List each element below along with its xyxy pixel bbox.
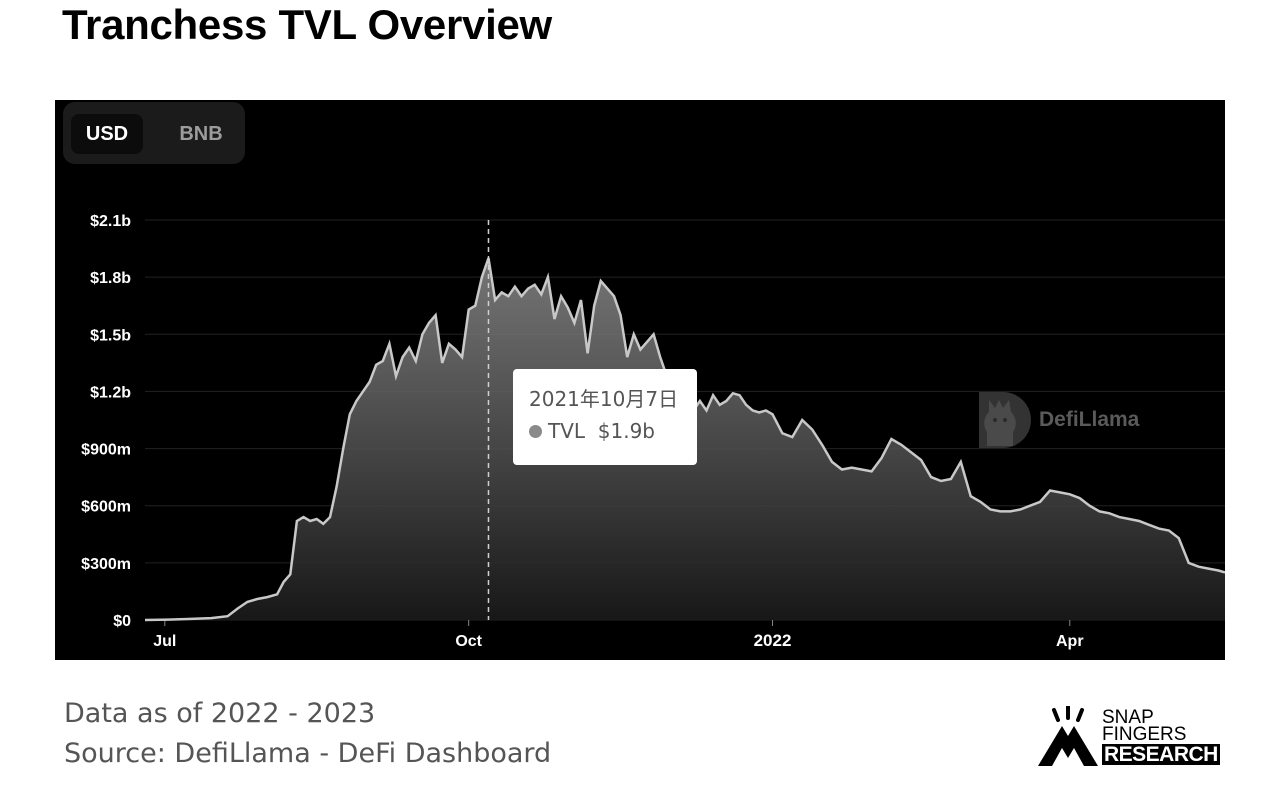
tvl-series-line [144,257,1225,622]
chart-tooltip: 2021年10月7日 TVL $1.9b [513,369,697,465]
x-tick-label: Apr [1056,633,1084,650]
snap-fingers-research-logo: SNAP FINGERS RESEARCH [1036,705,1226,770]
bnb-toggle-button[interactable]: BNB [179,123,223,145]
tooltip-series-name: TVL [548,419,586,443]
snap-fingers-logo-icon [1038,705,1098,766]
y-tick-label: $1.5b [90,327,131,344]
tvl-chart-panel: $0 $300m $600m $900m $1.2b $1.5b $1.8b $2.1b Jul… [55,100,1225,660]
y-tick-label: $600m [81,499,131,516]
y-tick-label: $2.1b [90,213,131,230]
y-tick-label: $300m [81,556,131,573]
defillama-watermark: DefiLlama [975,388,1139,452]
tooltip-value-row: TVL $1.9b [529,415,681,447]
currency-toggle: USD BNB [63,102,245,164]
x-tick-label: 2022 [754,631,792,650]
brand-line-2: FINGERS [1102,724,1187,745]
page-title: Tranchess TVL Overview [62,1,552,48]
brand-line-3: RESEARCH [1102,743,1220,766]
x-tick-label: Jul [153,633,176,650]
y-tick-label: $1.2b [90,384,131,401]
brand-line-1: SNAP [1102,707,1154,728]
llama-logo-icon [979,392,1031,448]
y-tick-label: $0 [113,613,131,630]
y-tick-label: $1.8b [90,270,131,287]
footer-date-note: Data as of 2022 - 2023 [64,698,376,729]
series-dot-icon [529,425,542,438]
y-tick-label: $900m [81,442,131,459]
watermark-text: DefiLlama [1039,408,1140,431]
tooltip-value: $1.9b [597,419,655,443]
x-tick-label: Oct [455,633,482,650]
tooltip-date: 2021年10月7日 [529,387,679,411]
usd-toggle-button[interactable]: USD [71,114,143,154]
footer-source-note: Source: DefiLlama - DeFi Dashboard [64,738,552,769]
